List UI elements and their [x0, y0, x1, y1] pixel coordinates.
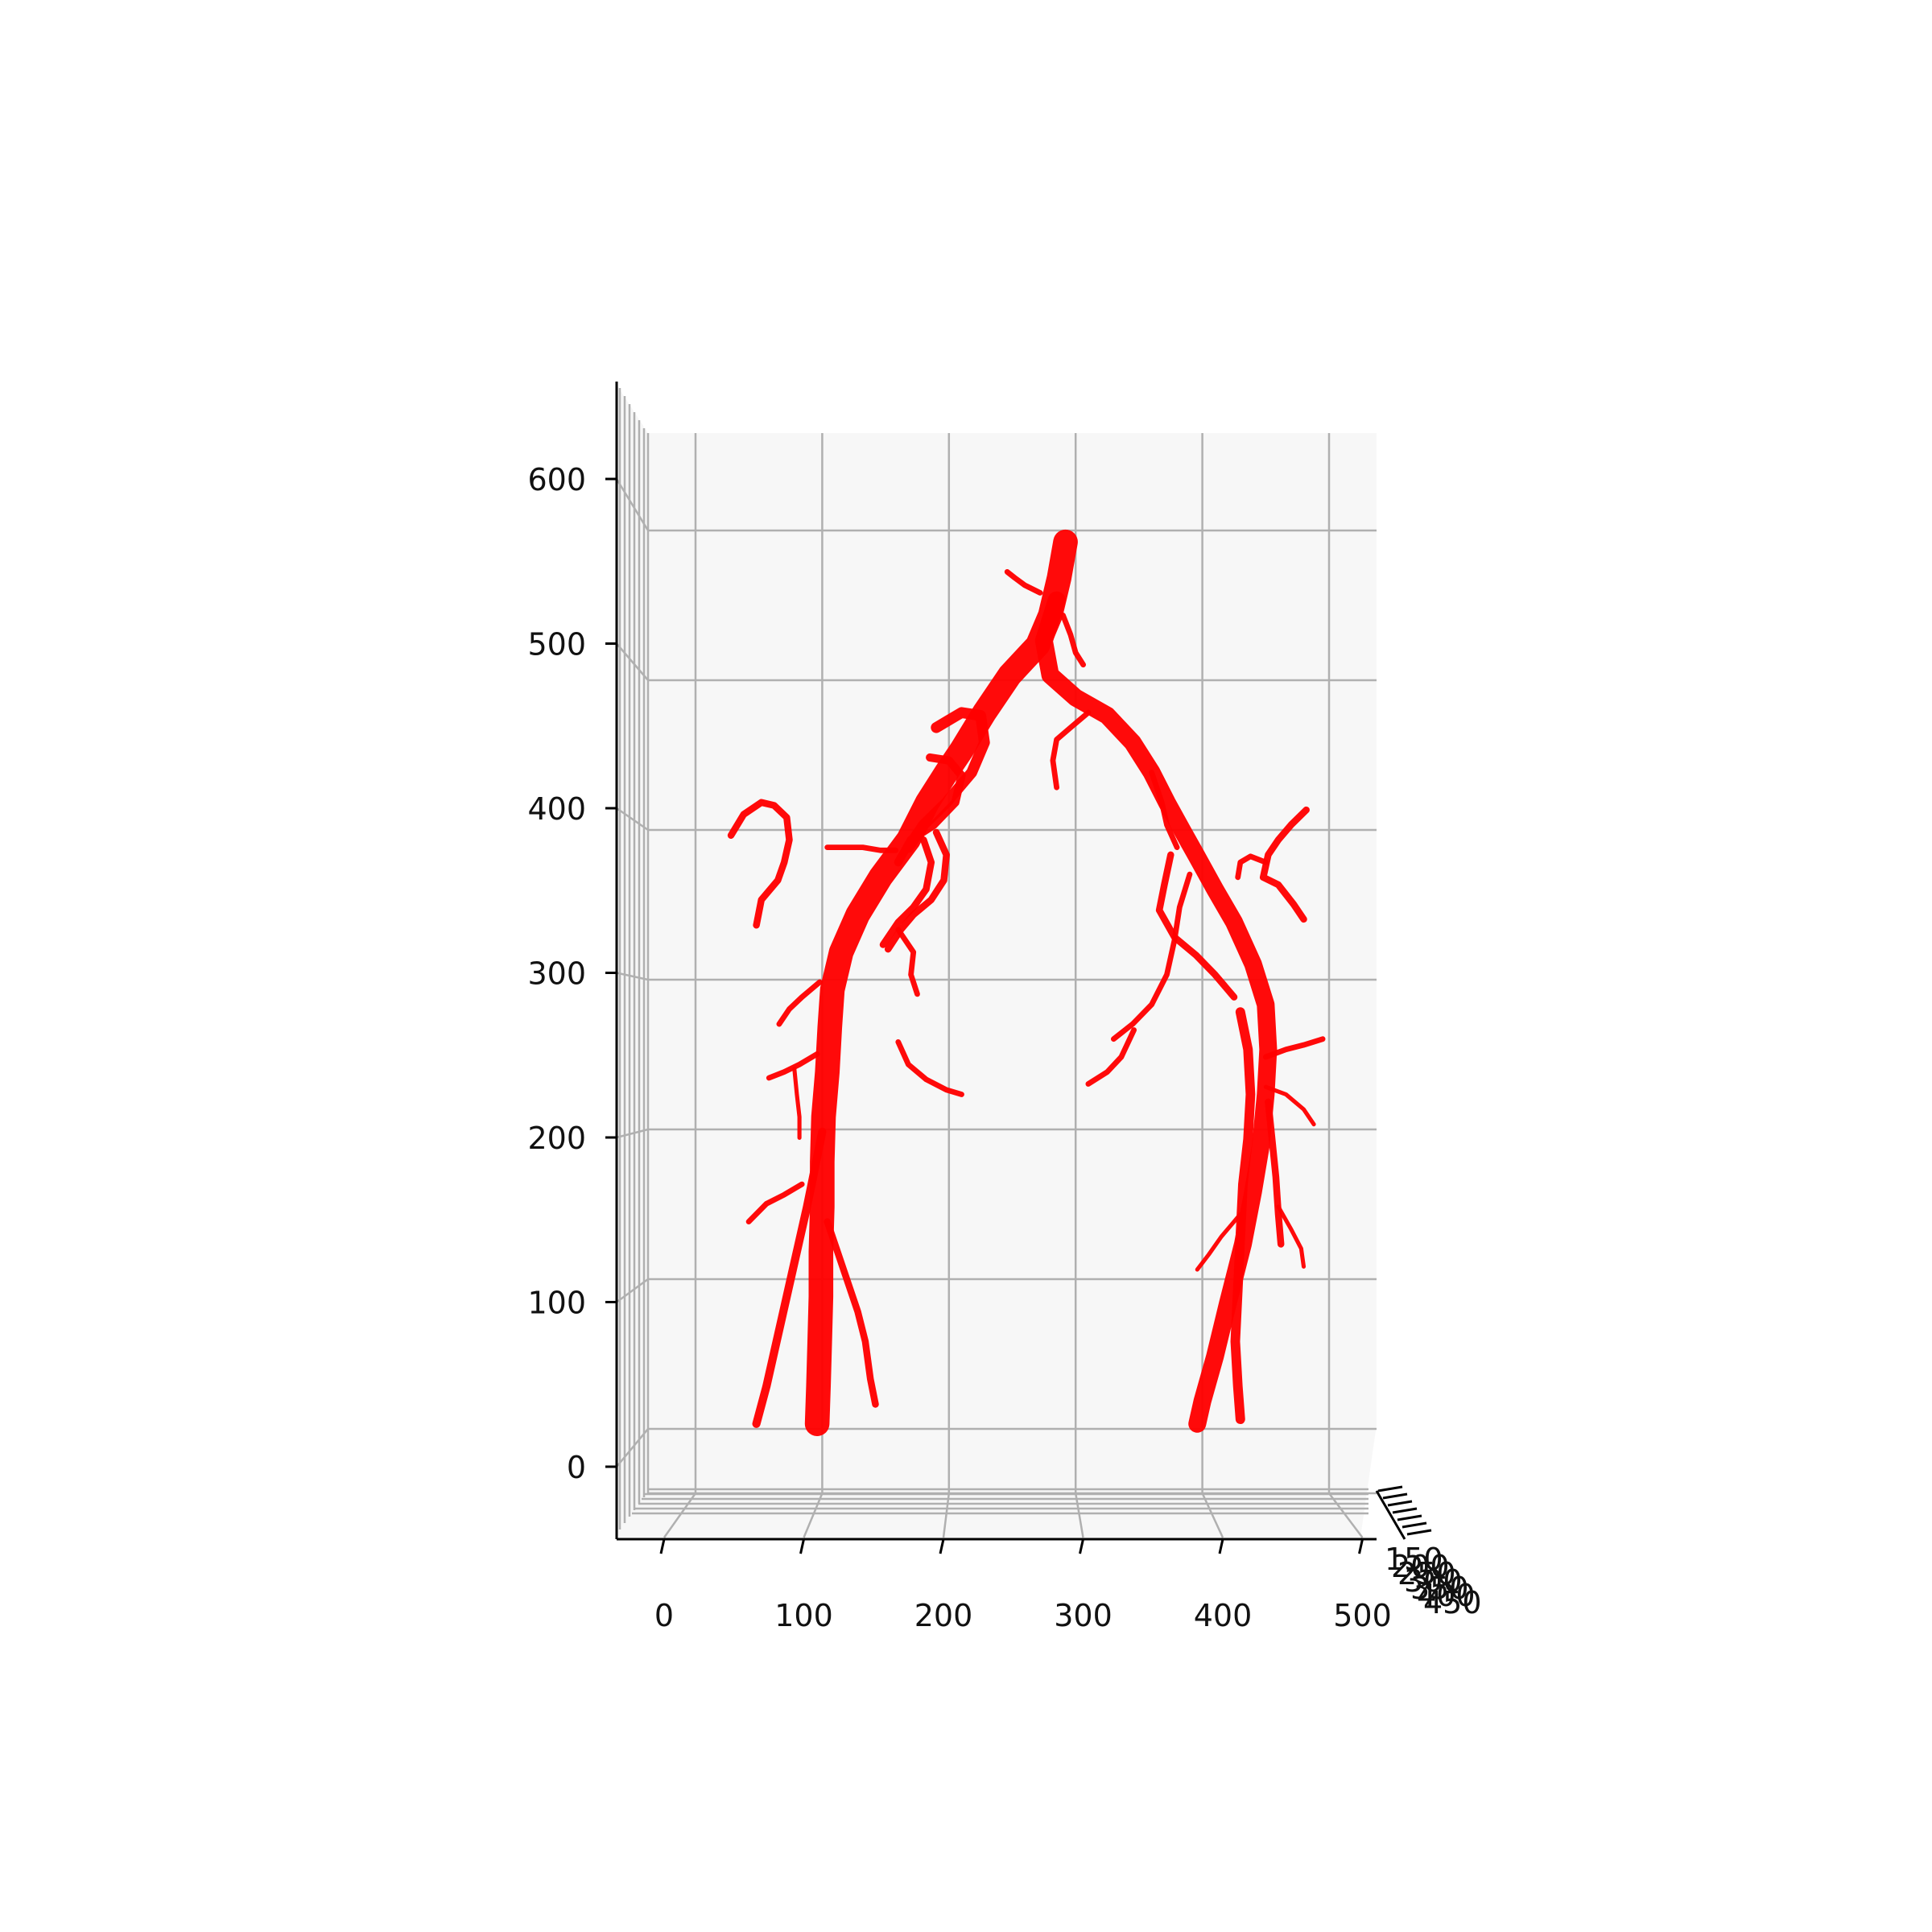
grid-floor-300 — [1074, 1492, 1084, 1538]
depth-tick-mark-350 — [1397, 1514, 1422, 1521]
grid-side-400 — [616, 807, 649, 832]
depth-tick-mark-200 — [1382, 1492, 1408, 1500]
tick-labels: 0 100 200 300 400 500010020030040050060015020… — [527, 462, 1481, 1633]
z-tick-label: 200 — [527, 1121, 586, 1156]
x-tick-mark-300 — [1079, 1538, 1084, 1554]
depth-tick-mark-300 — [1392, 1507, 1418, 1514]
vessel-left-low-branch-a — [752, 1127, 827, 1428]
grid-floor-200 — [942, 1492, 951, 1538]
x-tick-label: 500 — [1333, 1598, 1392, 1633]
vessel-right-secondary-b — [1265, 1098, 1285, 1248]
vessel-mid-twig — [1050, 709, 1092, 791]
depth-tick-mark-400 — [1402, 1521, 1427, 1529]
depth-tick-mark-150 — [1377, 1485, 1403, 1492]
z-tick-label: 600 — [527, 462, 586, 497]
vessel-upper-left-tortuous — [727, 799, 793, 929]
back-pane-face — [648, 433, 1377, 1425]
depth-tick-label: 400 — [1417, 1578, 1476, 1613]
x-tick-label: 400 — [1194, 1598, 1253, 1633]
vessel-left-inner-2 — [879, 836, 935, 948]
vessel-right-side-twig-2 — [1263, 1084, 1316, 1127]
grid-side-500 — [616, 642, 649, 681]
vessel-left-loop-a — [902, 707, 990, 853]
grid-side-300 — [616, 972, 649, 981]
vessel-left-side-twig-2 — [776, 979, 823, 1027]
depth-axis-spine — [1375, 1490, 1406, 1540]
grid-floor-500 — [1328, 1492, 1364, 1538]
vessel-left-low-branch-b — [824, 1218, 879, 1408]
depth-tick-label: 200 — [1391, 1549, 1450, 1584]
depth-tick-label: 300 — [1404, 1563, 1463, 1599]
z-tick-label: 100 — [527, 1286, 586, 1321]
grid-floor-400 — [1201, 1492, 1224, 1538]
x-tick-mark-200 — [939, 1538, 945, 1554]
vessel-upper-right-tortuous-b — [1235, 853, 1269, 881]
vessel-left-side-twig-5 — [792, 1067, 802, 1140]
vessel-left-side-twig-3 — [766, 1051, 820, 1081]
x-tick-mark-500 — [1358, 1538, 1364, 1554]
vessel-left-inner-3 — [895, 927, 920, 997]
vessel-left-side-twig-4 — [745, 1181, 805, 1224]
vessel-right-side-twig-1 — [1262, 1036, 1326, 1060]
grid-floor-0 — [663, 1492, 697, 1538]
z-tick-label: 400 — [527, 791, 586, 827]
x-tick-label: 300 — [1054, 1598, 1113, 1633]
x-tick-label: 200 — [914, 1598, 973, 1633]
depth-tick-label: 150 — [1385, 1542, 1443, 1577]
vessel-right-side-twig-4 — [1195, 1212, 1243, 1272]
grid-side-200 — [616, 1128, 649, 1139]
vessel-right-inner-2 — [1149, 770, 1180, 850]
x-tick-label: 0 — [654, 1598, 674, 1633]
z-tick-label: 500 — [527, 627, 586, 663]
z-tick-label: 0 — [567, 1450, 586, 1485]
z-tick-label: 300 — [527, 956, 586, 992]
axes — [605, 382, 1432, 1554]
vessel-left-loop-b — [894, 753, 966, 867]
x-tick-label: 100 — [774, 1598, 833, 1633]
vessel-top-twig-left — [1004, 569, 1043, 596]
vessel-tree — [727, 529, 1326, 1436]
vessel-left-side-twig-1 — [824, 844, 899, 853]
floor-pane-face — [617, 1425, 1377, 1538]
vessel-right-side-twig-3 — [1276, 1204, 1307, 1269]
grid-side-0 — [616, 1428, 649, 1468]
depth-tick-label: 250 — [1397, 1556, 1456, 1591]
depth-tick-label: 350 — [1410, 1571, 1469, 1606]
vessel-top-twig-right — [1060, 612, 1086, 668]
x-tick-mark-0 — [659, 1538, 666, 1554]
vessel-upper-right-tortuous — [1259, 806, 1310, 923]
vessel-left-inner-4 — [895, 1039, 964, 1097]
x-tick-mark-400 — [1218, 1538, 1224, 1554]
depth-tick-mark-450 — [1406, 1529, 1432, 1536]
vessel-right-secondary — [1230, 1007, 1256, 1425]
grid-side-100 — [616, 1278, 649, 1303]
vessel-right-inner-4 — [1085, 1027, 1137, 1087]
vessel-aorta — [804, 529, 1078, 1436]
grid-floor-100 — [803, 1492, 824, 1538]
x-tick-mark-100 — [799, 1538, 805, 1554]
depth-tick-label: 450 — [1423, 1585, 1482, 1620]
grid-side-600 — [615, 478, 650, 531]
vessel-right-inner-3 — [1111, 871, 1193, 1042]
back-pane — [617, 385, 1377, 1538]
depth-tick-mark-250 — [1387, 1500, 1413, 1507]
